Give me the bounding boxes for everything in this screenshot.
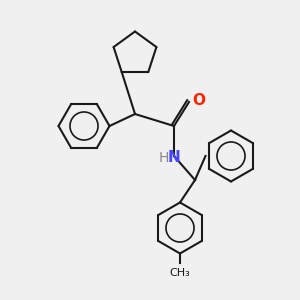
Text: H: H bbox=[158, 151, 169, 164]
Text: N: N bbox=[168, 150, 180, 165]
Text: CH₃: CH₃ bbox=[169, 268, 190, 278]
Text: O: O bbox=[192, 93, 205, 108]
